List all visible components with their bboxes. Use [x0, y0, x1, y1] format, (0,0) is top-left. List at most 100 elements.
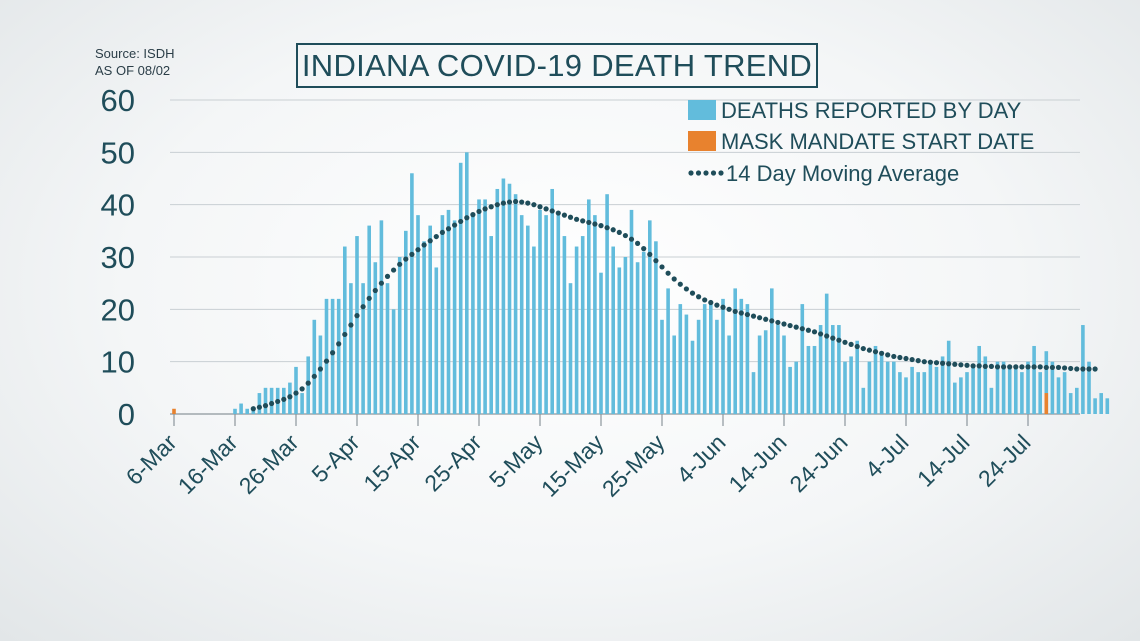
bar: [379, 220, 384, 414]
moving-average-dot: [750, 313, 757, 319]
moving-average-dot: [476, 208, 482, 215]
bar: [1099, 393, 1103, 414]
bar: [861, 387, 866, 414]
legend-dot: [695, 170, 702, 176]
moving-average-dot: [818, 331, 824, 337]
bar: [428, 225, 432, 414]
moving-average-dot: [671, 276, 677, 282]
bar: [922, 372, 927, 414]
bar: [605, 194, 609, 414]
bar: [172, 408, 176, 414]
bar: [312, 319, 317, 414]
moving-average-dot: [940, 360, 946, 366]
moving-average-dot: [323, 358, 330, 364]
moving-average-dot: [269, 400, 275, 407]
bar: [788, 366, 792, 414]
bar: [550, 188, 554, 414]
moving-average-dot: [1013, 364, 1019, 370]
moving-average-dot: [262, 403, 269, 409]
moving-average-dot: [494, 202, 500, 208]
moving-average-dot: [1049, 364, 1055, 371]
moving-average-dot: [787, 322, 793, 329]
bar: [855, 340, 859, 414]
moving-average-dot: [763, 316, 769, 322]
bar: [739, 298, 744, 414]
moving-average-dot: [500, 200, 506, 206]
bar: [831, 325, 835, 414]
bar: [910, 366, 914, 414]
moving-average-dot: [561, 212, 568, 218]
moving-average-dot: [452, 222, 458, 228]
bar: [1032, 345, 1036, 414]
bar: [507, 183, 512, 414]
bar: [709, 304, 713, 414]
as-of-line: AS OF 08/02: [95, 63, 171, 78]
bar: [635, 262, 640, 414]
legend-swatch-deaths: [688, 100, 716, 120]
moving-average-dot: [805, 327, 812, 333]
bar: [971, 366, 975, 414]
x-tick-label: 25-Apr: [419, 429, 486, 496]
bar: [721, 298, 725, 414]
bar: [715, 319, 719, 414]
moving-average-dot: [458, 218, 464, 225]
moving-average-dot: [811, 329, 818, 335]
legend-label: MASK MANDATE START DATE: [721, 129, 1034, 154]
moving-average-dot: [531, 202, 537, 208]
moving-average-dot: [330, 350, 336, 356]
bar: [336, 298, 341, 414]
moving-average-dot: [360, 304, 366, 310]
moving-average-dot: [714, 302, 720, 308]
y-tick-label: 40: [101, 188, 135, 223]
moving-average-dot: [256, 404, 262, 410]
bar: [1093, 398, 1097, 414]
bar: [824, 293, 829, 414]
source-line: Source: ISDH: [95, 46, 175, 61]
bar: [239, 403, 243, 414]
moving-average-dot: [348, 322, 354, 328]
moving-average-dot: [470, 212, 476, 218]
moving-average-dot: [933, 360, 940, 366]
bar: [983, 356, 988, 414]
moving-average-dot: [677, 281, 683, 287]
bar: [672, 335, 676, 414]
bar: [477, 199, 481, 414]
bar: [776, 325, 780, 414]
moving-average-dot: [525, 200, 531, 206]
moving-average-dot: [921, 359, 927, 365]
x-tick-label: 24-Jul: [973, 429, 1036, 492]
bar: [416, 215, 420, 414]
moving-average-dot: [384, 273, 391, 279]
bar: [849, 356, 853, 414]
moving-average-dot: [354, 313, 360, 319]
moving-average-dot: [757, 315, 763, 321]
moving-average-dot: [604, 225, 610, 231]
moving-average-dot: [1092, 366, 1098, 372]
bar: [745, 304, 750, 414]
moving-average-dot: [275, 398, 281, 405]
bar: [574, 246, 579, 414]
moving-average-dot: [366, 295, 372, 301]
bar: [1056, 377, 1061, 414]
y-tick-label: 50: [101, 135, 135, 170]
bar: [373, 262, 378, 414]
legend-label: DEATHS REPORTED BY DAY: [721, 98, 1022, 123]
bar: [404, 230, 408, 414]
bar: [483, 199, 487, 414]
moving-average-dot: [567, 214, 574, 220]
bar: [1062, 372, 1067, 414]
y-tick-label: 20: [101, 292, 135, 327]
bar: [544, 215, 548, 414]
bar: [733, 288, 737, 414]
bar: [599, 272, 603, 414]
bar: [1001, 361, 1006, 414]
moving-average-dot: [781, 321, 787, 327]
x-tick-label: 4-Jun: [671, 429, 730, 488]
bar: [1044, 351, 1049, 414]
moving-average-dot: [726, 306, 732, 312]
moving-average-dot: [702, 297, 708, 303]
bar: [617, 267, 622, 414]
moving-average-dot: [409, 251, 415, 257]
moving-average-dot: [732, 308, 738, 315]
moving-average-dot: [287, 394, 293, 400]
